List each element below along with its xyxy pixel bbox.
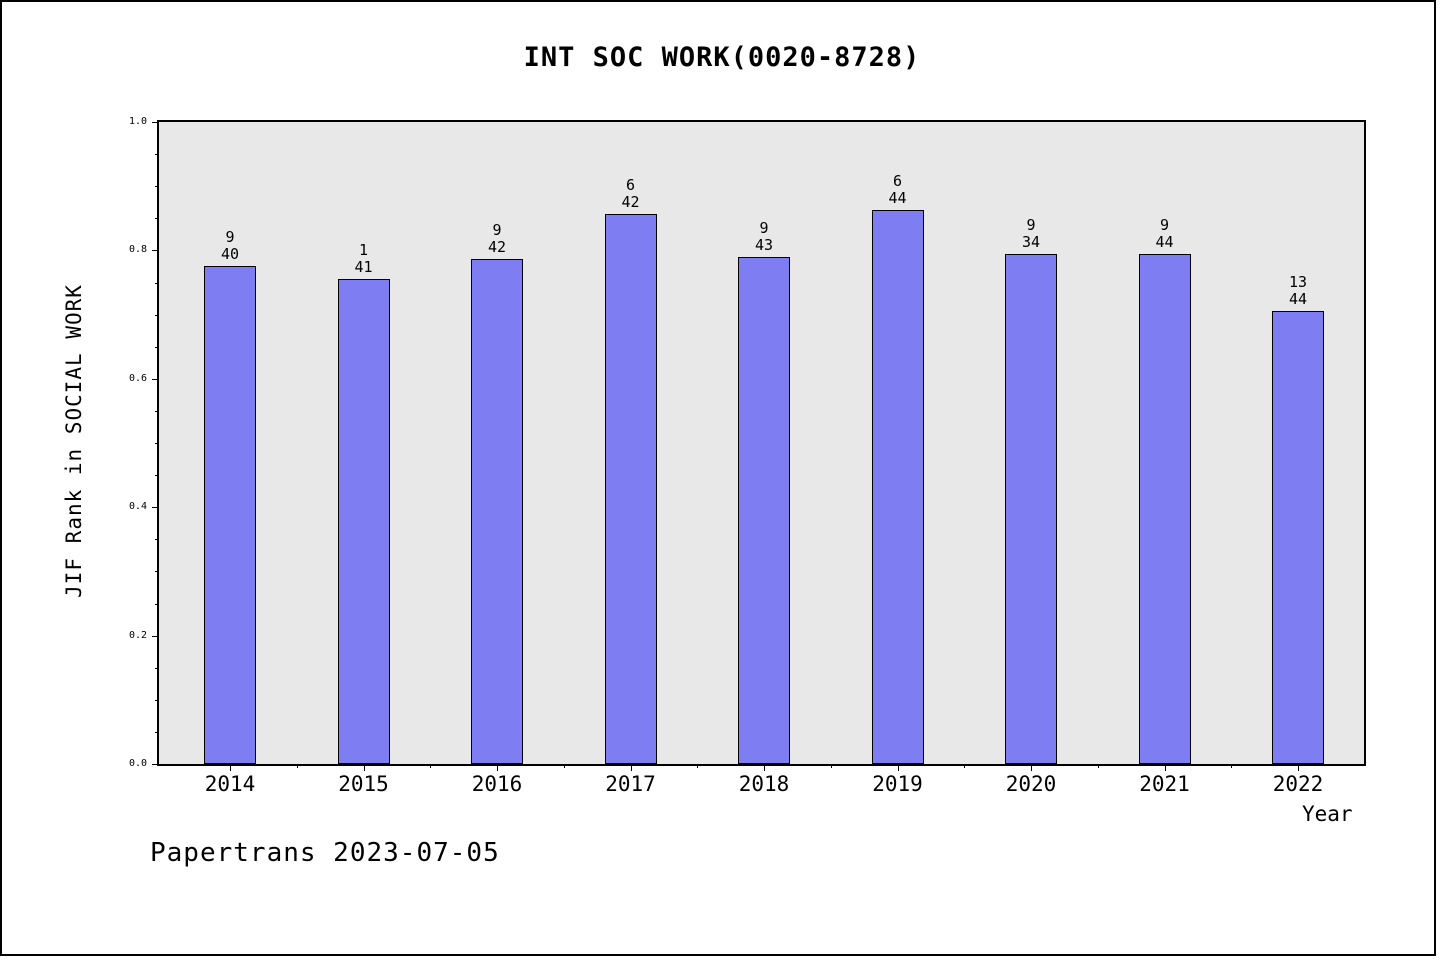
x-tick-label-2022: 2022 (1272, 772, 1324, 796)
y-major-tick (152, 764, 159, 765)
bar-2022 (1272, 311, 1324, 764)
y-minor-tick (155, 475, 159, 476)
x-axis-label: Year (1302, 802, 1353, 826)
x-major-tick (363, 764, 365, 771)
bar-2019 (871, 210, 924, 764)
x-minor-tick (1231, 764, 1233, 768)
bar-value-label: 9 42 (487, 221, 507, 256)
y-tick-label-1.0: 1.0 (128, 116, 147, 127)
bar-value-label: 6 44 (888, 172, 907, 207)
y-minor-tick (155, 154, 159, 155)
y-tick-label-0.2: 0.2 (128, 630, 147, 641)
y-major-tick (152, 250, 159, 251)
bar-2015 (337, 279, 390, 764)
y-minor-tick (155, 539, 159, 540)
bar-value-label: 1 41 (354, 241, 373, 276)
bar-value-label: 6 42 (621, 176, 640, 211)
y-tick-label-0.0: 0.0 (128, 758, 147, 769)
bar-value-label: 9 43 (754, 219, 774, 254)
y-minor-tick (155, 732, 159, 733)
y-tick-label-0.4: 0.4 (128, 501, 147, 512)
x-minor-tick (296, 764, 298, 768)
bar-2021 (1138, 254, 1191, 764)
x-minor-tick (830, 764, 832, 768)
y-axis-label: JIF Rank in SOCIAL WORK (62, 284, 86, 598)
bar-2014 (204, 266, 256, 764)
y-major-tick (152, 636, 159, 637)
x-minor-tick (430, 764, 432, 768)
y-minor-tick (155, 347, 159, 348)
x-tick-label-2017: 2017 (605, 772, 656, 796)
y-minor-tick (155, 443, 159, 444)
x-major-tick (897, 764, 899, 771)
y-major-tick (152, 507, 159, 508)
y-minor-tick (155, 283, 159, 284)
x-major-tick (764, 764, 765, 771)
plot-area: 9 40 2014 1 41 2015 9 42 2016 6 42 2017 9 43 2018 6 44 20… (129, 116, 1366, 796)
y-minor-tick (155, 700, 159, 701)
x-major-tick (1164, 764, 1166, 771)
x-major-tick (497, 764, 498, 771)
bar-value-label: 9 40 (220, 228, 240, 263)
x-major-tick (1031, 764, 1032, 771)
x-tick-label-2019: 2019 (872, 772, 923, 796)
footer-watermark: Papertrans 2023-07-05 (150, 838, 500, 868)
y-minor-tick (155, 668, 159, 669)
y-minor-tick (155, 411, 159, 412)
y-minor-tick (155, 315, 159, 316)
x-minor-tick (1097, 764, 1099, 768)
x-minor-tick (563, 764, 565, 768)
y-tick-label-0.6: 0.6 (128, 373, 147, 384)
bar-2020 (1005, 254, 1057, 764)
x-tick-label-2014: 2014 (204, 772, 256, 796)
x-tick-label-2016: 2016 (471, 772, 523, 796)
x-tick-label-2018: 2018 (738, 772, 790, 796)
y-minor-tick (155, 571, 159, 572)
y-minor-tick (155, 218, 159, 219)
bar-value-label: 9 34 (1021, 216, 1041, 251)
y-major-tick (152, 379, 159, 380)
y-minor-tick (155, 604, 159, 605)
y-major-tick (152, 122, 159, 123)
x-tick-label-2021: 2021 (1139, 772, 1190, 796)
x-minor-tick (964, 764, 966, 768)
x-major-tick (230, 764, 231, 771)
x-tick-label-2020: 2020 (1005, 772, 1057, 796)
bar-2017 (604, 214, 657, 764)
bar-value-label: 13 44 (1288, 273, 1308, 308)
bar-2016 (471, 259, 523, 764)
y-minor-tick (155, 186, 159, 187)
y-tick-label-0.8: 0.8 (128, 244, 147, 255)
x-tick-label-2015: 2015 (338, 772, 389, 796)
x-minor-tick (697, 764, 699, 768)
bar-value-label: 9 44 (1155, 216, 1174, 251)
chart-title: INT SOC WORK(0020-8728) (523, 42, 921, 73)
bar-2018 (738, 257, 790, 764)
x-major-tick (630, 764, 632, 771)
x-major-tick (1298, 764, 1299, 771)
